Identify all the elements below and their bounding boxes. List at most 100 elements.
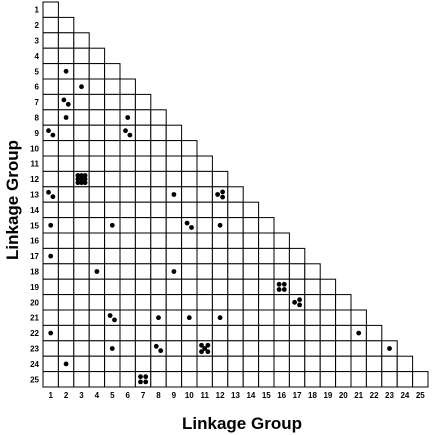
grid-cell-25-10 — [181, 371, 198, 388]
grid-cell-24-3 — [73, 355, 90, 373]
grid-cell-14-5 — [104, 201, 121, 219]
marker-dot — [138, 374, 143, 380]
grid-cell-25-15 — [258, 371, 275, 388]
grid-cell-16-7 — [134, 232, 152, 249]
grid-cell-17-13 — [227, 247, 244, 265]
grid-cell-19-4 — [88, 278, 106, 296]
marker-dot — [292, 299, 297, 305]
grid-cell-13-4 — [88, 186, 106, 203]
grid-cell-25-11 — [196, 371, 213, 388]
grid-cell-22-7 — [134, 324, 152, 342]
grid-cell-22-20 — [335, 324, 352, 342]
grid-cell-4-1 — [42, 47, 59, 65]
grid-cell-5-3 — [73, 63, 90, 80]
grid-cell-22-12 — [211, 324, 229, 342]
grid-cell-14-4 — [88, 201, 106, 219]
grid-cell-11-3 — [73, 155, 90, 172]
marker-dot — [276, 287, 282, 292]
grid-cell-25-4 — [88, 371, 106, 388]
grid-cell-23-6 — [119, 340, 136, 357]
x-tick-label: 24 — [400, 391, 409, 400]
grid-cell-11-4 — [88, 155, 106, 172]
x-axis-title: Linkage Group — [182, 414, 302, 433]
grid-cell-17-8 — [150, 247, 167, 265]
grid-cell-8-5 — [104, 109, 121, 126]
grid-cell-19-9 — [165, 278, 183, 296]
grid-cell-21-11 — [196, 309, 213, 326]
grid-cell-22-3 — [73, 324, 90, 342]
grid-cell-23-21 — [350, 340, 367, 357]
grid-cell-22-19 — [319, 324, 337, 342]
grid-cell-7-4 — [88, 93, 106, 111]
grid-cell-11-9 — [165, 155, 183, 172]
grid-cell-19-19 — [319, 278, 337, 296]
marker-dot — [217, 315, 223, 321]
x-tick-label: 5 — [110, 391, 115, 400]
grid-cell-13-7 — [134, 186, 152, 203]
marker-dot — [153, 343, 159, 349]
grid-cell-20-10 — [181, 294, 198, 311]
grid-cell-24-4 — [88, 355, 106, 373]
x-tick-label: 18 — [308, 391, 317, 400]
grid-cell-15-7 — [134, 217, 152, 234]
grid-cell-17-15 — [258, 247, 275, 265]
marker-dot — [79, 173, 84, 178]
grid-cell-17-9 — [165, 247, 183, 265]
y-tick-label: 17 — [30, 252, 39, 261]
grid-cell-20-20 — [335, 294, 352, 311]
grid-cell-19-5 — [104, 278, 121, 296]
grid-cell-23-20 — [335, 340, 352, 357]
marker-dot — [63, 68, 69, 74]
grid-cell-21-18 — [304, 309, 321, 326]
x-tick-label: 12 — [216, 391, 225, 400]
grid-cell-16-3 — [73, 232, 90, 249]
grid-cell-21-5 — [104, 309, 121, 326]
grid-cell-19-16 — [273, 278, 290, 296]
grid-cell-22-8 — [150, 324, 167, 342]
grid-cell-20-15 — [258, 294, 275, 311]
grid-cell-23-13 — [227, 340, 244, 357]
grid-cell-22-2 — [57, 324, 75, 342]
grid-cell-12-12 — [211, 170, 229, 188]
grid-cell-20-3 — [73, 294, 90, 311]
grid-cell-21-14 — [242, 309, 260, 326]
grid-cell-13-11 — [196, 186, 213, 203]
marker-dot — [125, 115, 131, 120]
grid-cell-10-1 — [42, 140, 59, 157]
grid-cell-16-9 — [165, 232, 183, 249]
grid-cell-7-2 — [57, 93, 75, 111]
grid-cell-9-9 — [165, 124, 183, 142]
grid-cell-24-15 — [258, 355, 275, 373]
grid-cell-11-7 — [134, 155, 152, 172]
x-tick-label: 16 — [277, 391, 286, 400]
grid-cell-9-8 — [150, 124, 167, 142]
marker-dot — [63, 115, 69, 120]
marker-dot — [281, 281, 287, 287]
grid-cell-16-14 — [242, 232, 260, 249]
grid-cell-24-11 — [196, 355, 213, 373]
grid-cell-24-10 — [181, 355, 198, 373]
grid-cell-21-20 — [335, 309, 352, 326]
grid-cell-23-14 — [242, 340, 260, 357]
grid-cell-20-11 — [196, 294, 213, 311]
grid-cell-19-7 — [134, 278, 152, 296]
marker-dot — [82, 176, 88, 182]
grid-cell-7-3 — [73, 93, 90, 111]
grid-cell-22-9 — [165, 324, 183, 342]
grid-cell-25-7 — [134, 371, 152, 388]
marker-dot — [112, 317, 117, 323]
marker-dot — [79, 84, 84, 90]
marker-dot — [75, 176, 81, 182]
grid-cell-5-1 — [42, 63, 59, 80]
grid-cell-10-2 — [57, 140, 75, 157]
grid-cell-24-5 — [104, 355, 121, 373]
grid-cell-21-7 — [134, 309, 152, 326]
y-tick-label: 21 — [30, 314, 39, 323]
grid-cell-24-6 — [119, 355, 136, 373]
grid-cell-11-11 — [196, 155, 213, 172]
grid-cell-9-7 — [134, 124, 152, 142]
grid-cell-24-18 — [304, 355, 321, 373]
x-tick-label: 21 — [354, 391, 363, 400]
grid-cell-15-3 — [73, 217, 90, 234]
